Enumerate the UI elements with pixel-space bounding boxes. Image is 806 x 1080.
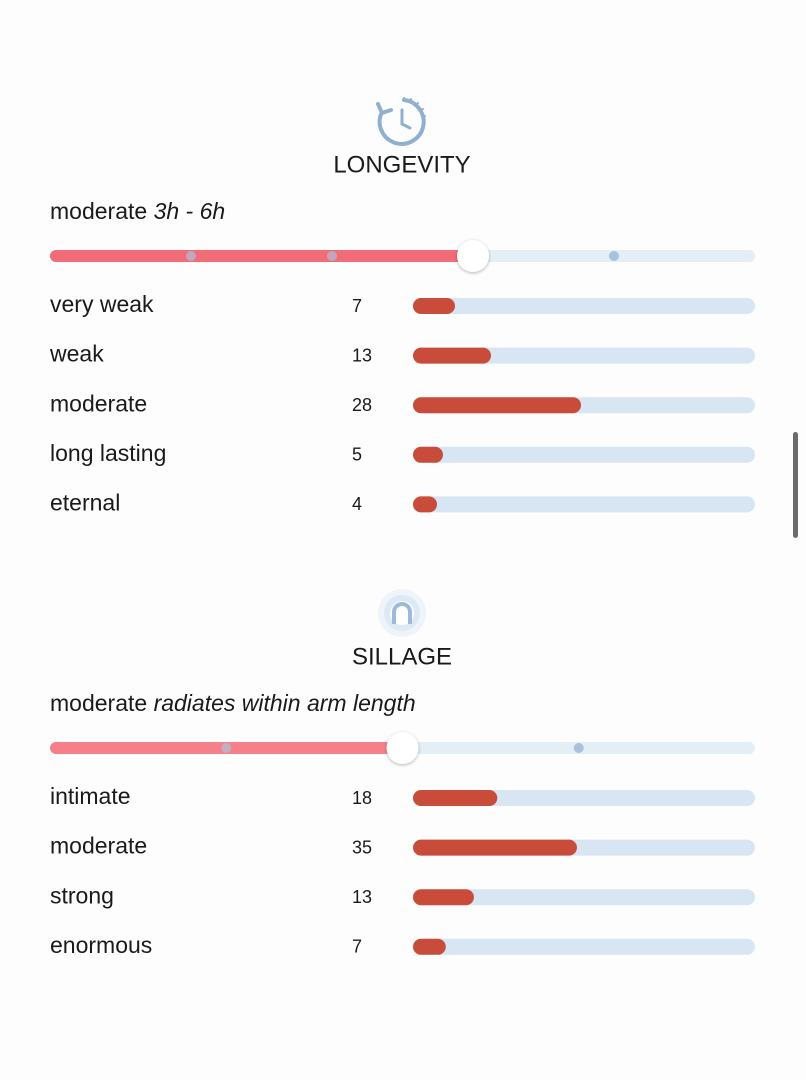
row-label: eternal [50, 489, 120, 515]
bar-track [413, 889, 755, 906]
row-label: moderate [50, 390, 147, 416]
bar [413, 397, 581, 414]
row-label: enormous [50, 932, 152, 958]
row-label: moderate [50, 833, 147, 859]
slider-stop [573, 743, 584, 753]
bar [413, 790, 498, 806]
row-count: 35 [352, 837, 372, 857]
bar-track [413, 496, 755, 513]
bar [413, 889, 474, 906]
scrollbar[interactable] [793, 432, 798, 538]
longevity-icon [376, 97, 426, 146]
row-count: 13 [352, 345, 372, 365]
bar [413, 298, 455, 314]
bar [413, 938, 446, 955]
sillage-icon [378, 589, 426, 637]
summary-level: moderate [50, 690, 147, 716]
bar-track [413, 347, 755, 364]
row-label: intimate [50, 783, 131, 809]
row-count: 5 [352, 445, 362, 465]
bar-track [413, 446, 755, 463]
summary-detail: 3h - 6h [154, 198, 226, 224]
row-label: long lasting [50, 440, 166, 466]
slider-stop [186, 251, 196, 261]
summary: moderate 3h - 6h [50, 198, 225, 224]
bar [413, 347, 491, 364]
bar [413, 839, 577, 856]
row-count: 13 [352, 887, 372, 907]
bar-track [413, 790, 755, 806]
row-count: 28 [352, 395, 372, 415]
bar [413, 496, 437, 513]
bar-track [413, 938, 755, 955]
row-label: strong [50, 882, 114, 908]
bar [413, 446, 443, 463]
section-title: SILLAGE [352, 643, 452, 670]
summary: moderate radiates within arm length [50, 690, 416, 716]
slider-thumb[interactable] [386, 732, 419, 764]
slider-fill [50, 250, 473, 262]
row-count: 7 [352, 296, 362, 316]
slider-thumb[interactable] [457, 240, 489, 272]
row-count: 4 [352, 494, 362, 514]
section-title: LONGEVITY [333, 151, 470, 178]
slider-stop [327, 251, 337, 261]
slider-stop [221, 743, 232, 753]
row-count: 7 [352, 937, 362, 957]
bar-track [413, 298, 755, 314]
row-label: very weak [50, 291, 154, 317]
summary-detail: radiates within arm length [154, 690, 416, 716]
row-count: 18 [352, 788, 372, 808]
row-label: weak [49, 341, 104, 367]
summary-level: moderate [50, 198, 147, 224]
slider-stop [609, 251, 619, 261]
